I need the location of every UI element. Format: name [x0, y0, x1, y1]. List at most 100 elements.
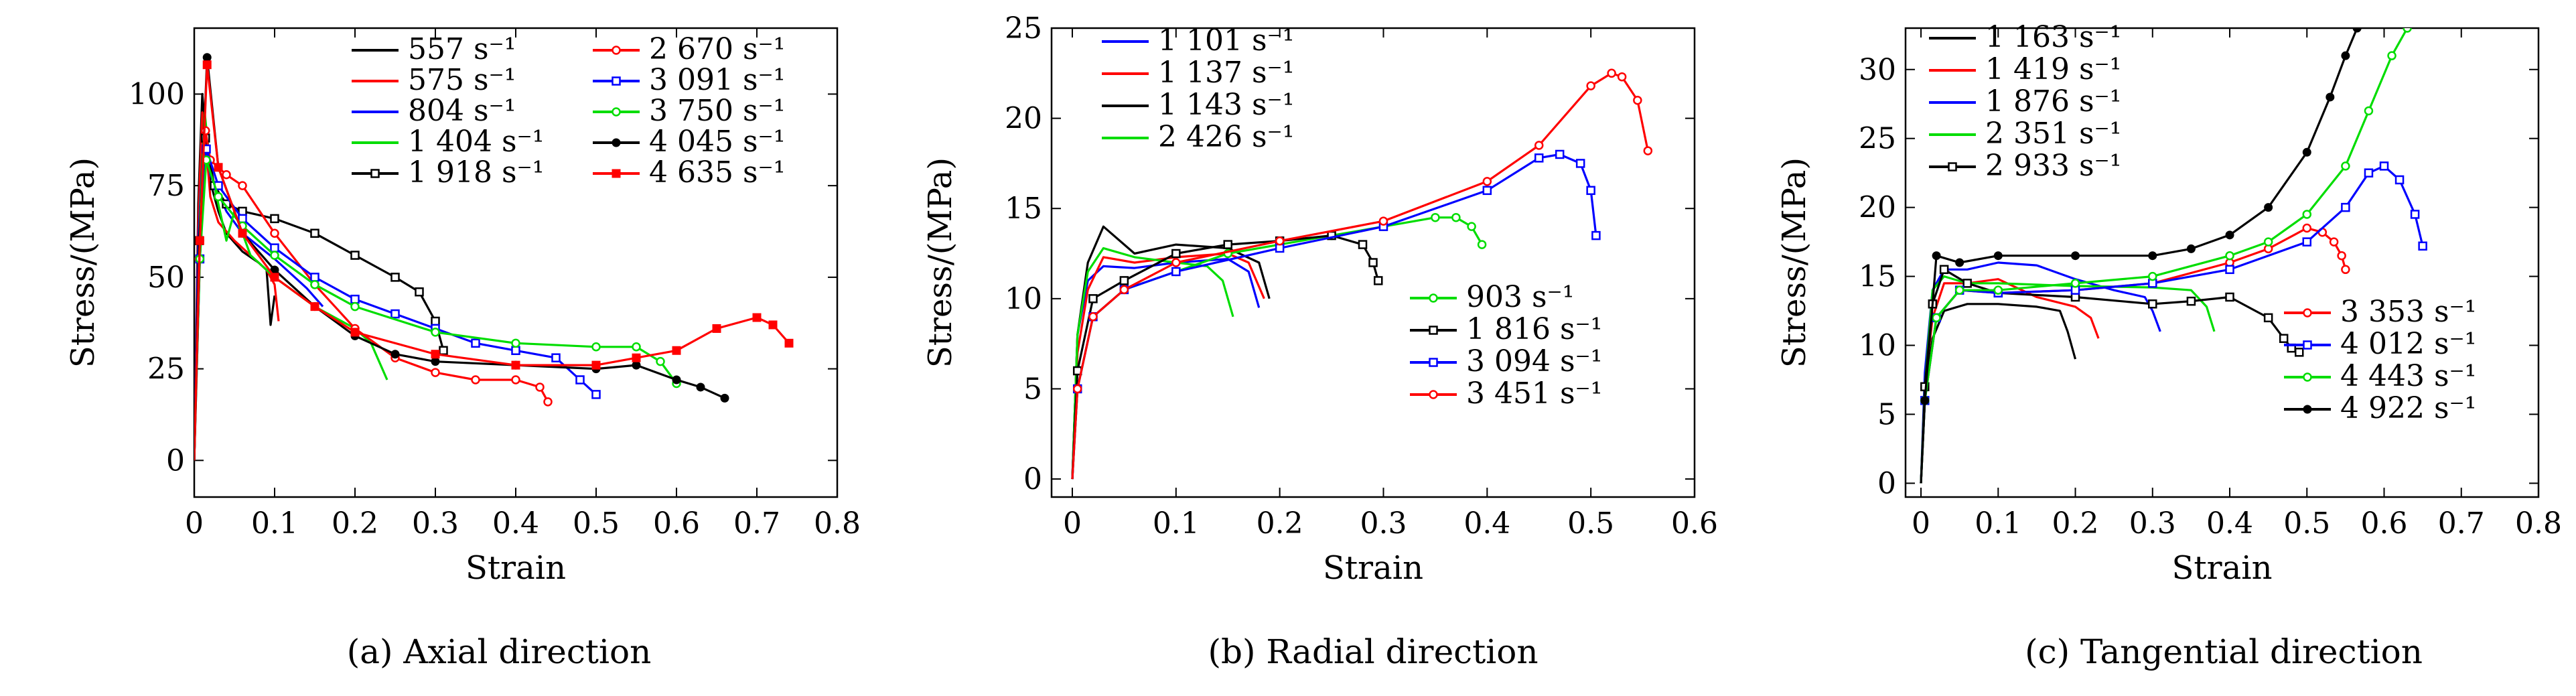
x-tick-label: 0.7 [2438, 506, 2485, 541]
data-point [1223, 240, 1232, 249]
data-point [511, 375, 520, 385]
data-point [2341, 265, 2350, 275]
chart-panel-3: 0 0.1 0.2 0.3 0.4 0.5 0.6 0.7 0.8 0 5 10 15 20 25 30 Str… [1776, 20, 2562, 671]
legend-swatch-marker [1948, 162, 1957, 171]
x-tick-label: 0 [1063, 506, 1082, 541]
legend-item: 3 750 s⁻¹ [593, 94, 785, 128]
series-line-8 [1920, 28, 2409, 484]
data-point [2302, 223, 2312, 233]
legend-swatch-marker [612, 46, 621, 55]
data-point [1575, 159, 1585, 168]
data-point [1643, 146, 1653, 155]
legend-label: 575 s⁻¹ [408, 63, 516, 97]
series-line-4 [1071, 247, 1234, 480]
data-point [2225, 251, 2234, 261]
data-point [1534, 141, 1544, 150]
x-tick-label: 0.1 [1153, 506, 1200, 541]
plot-frame [1904, 27, 2540, 498]
series-layer [1920, 28, 2427, 484]
x-tick-label: 0.5 [2283, 506, 2330, 541]
x-tick-label: 0.6 [1671, 506, 1718, 541]
data-point [390, 273, 400, 282]
chart-caption: (b) Radial direction [1208, 632, 1538, 671]
data-point [2341, 161, 2350, 171]
legend-swatch-marker [1429, 358, 1438, 367]
data-point [2329, 237, 2339, 247]
data-point [270, 214, 279, 224]
x-tick-label: 0.2 [332, 506, 378, 541]
data-point [238, 228, 247, 238]
x-tick-label: 0.6 [653, 506, 700, 541]
y-axis-title: Stress/(MPa) [922, 157, 959, 368]
data-point [551, 353, 561, 362]
data-point [310, 280, 319, 289]
x-tick-label: 0.3 [412, 506, 459, 541]
y-tick-label: 15 [1005, 192, 1042, 226]
series-line-1 [1920, 303, 2077, 484]
data-point [1482, 177, 1492, 186]
data-point [1171, 267, 1181, 277]
series-line-2 [1071, 252, 1265, 480]
series-line-8 [194, 159, 678, 461]
y-tick-label: 25 [147, 352, 185, 387]
data-point [431, 316, 440, 326]
data-point [214, 192, 223, 202]
data-point [1171, 249, 1181, 259]
legend-label: 557 s⁻¹ [408, 32, 516, 66]
data-point [1534, 153, 1544, 163]
data-point [214, 163, 223, 172]
legend-swatch-marker [612, 76, 621, 86]
series-line-4 [1920, 275, 2216, 484]
x-axis-title: Strain [1323, 549, 1423, 587]
x-axis-title: Strain [2172, 549, 2273, 587]
x-tick-label: 0.8 [2515, 506, 2562, 541]
legend-item: 3 091 s⁻¹ [593, 63, 785, 97]
data-point [390, 309, 400, 319]
legend-item: 1 876 s⁻¹ [1929, 84, 2121, 119]
data-point [350, 328, 360, 337]
series-line-5 [194, 137, 445, 461]
y-tick-label: 100 [129, 77, 185, 111]
x-tick-label: 0.8 [814, 506, 861, 541]
data-point [350, 301, 360, 311]
x-tick-label: 0.5 [573, 506, 620, 541]
legend-item: 557 s⁻¹ [352, 32, 516, 66]
data-point [1555, 149, 1565, 159]
x-tick-label: 0.3 [2129, 506, 2176, 541]
chart-caption: (c) Tangential direction [2025, 632, 2423, 671]
legend-label: 1 163 s⁻¹ [1985, 20, 2121, 54]
data-point [2325, 92, 2335, 102]
legend-label: 2 933 s⁻¹ [1985, 149, 2121, 183]
data-point [431, 368, 440, 377]
data-point [784, 338, 794, 348]
data-point [2225, 292, 2234, 302]
legend-item: 1 918 s⁻¹ [352, 155, 544, 190]
legend-label: 4 045 s⁻¹ [649, 125, 785, 159]
data-point [310, 273, 319, 282]
data-point [270, 273, 279, 282]
data-point [2410, 210, 2420, 219]
data-point [310, 302, 319, 311]
legend-swatch-marker [2303, 308, 2312, 318]
data-point [195, 236, 204, 245]
data-point [1586, 81, 1595, 90]
data-point [1275, 236, 1285, 246]
data-point [431, 328, 440, 337]
y-tick-label: 0 [1023, 462, 1042, 496]
chart-panel-2: 0 0.1 0.2 0.3 0.4 0.5 0.6 0 5 10 15 20 25 Strain Stres… [922, 11, 1718, 671]
data-point [431, 350, 440, 359]
data-point [2148, 251, 2157, 261]
x-tick-label: 0.4 [492, 506, 539, 541]
legend-label: 1 419 s⁻¹ [1985, 52, 2121, 86]
x-tick-label: 0 [185, 506, 204, 541]
x-tick-label: 0.5 [1567, 506, 1614, 541]
legend-item: 2 351 s⁻¹ [1929, 117, 2121, 151]
data-point [1373, 276, 1383, 285]
legend-2: 903 s⁻¹1 816 s⁻¹3 094 s⁻¹3 451 s⁻¹ [1410, 280, 1602, 411]
x-tick-label: 0.2 [1257, 506, 1303, 541]
data-point [471, 375, 480, 385]
data-point [439, 346, 448, 355]
data-point [1482, 186, 1492, 196]
legend-item: 1 101 s⁻¹ [1102, 23, 1294, 58]
